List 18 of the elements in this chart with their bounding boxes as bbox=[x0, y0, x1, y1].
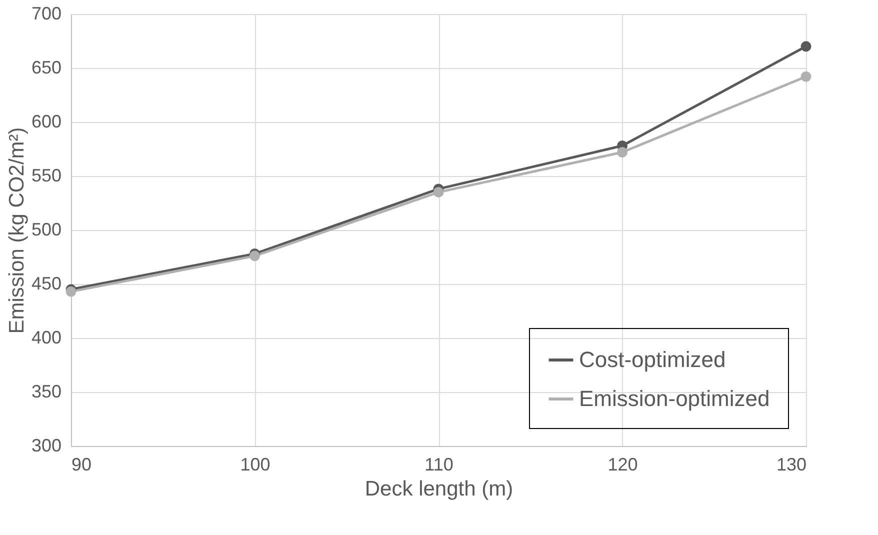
x-axis-title: Deck length (m) bbox=[364, 478, 514, 500]
y-tick-label: 650 bbox=[31, 58, 62, 78]
y-tick-label: 500 bbox=[31, 220, 62, 240]
y-tick-label: 600 bbox=[31, 112, 62, 132]
y-axis-title: Emission (kg CO2/m²) bbox=[5, 127, 28, 334]
y-tick-label: 550 bbox=[31, 166, 62, 186]
x-tick-label: 120 bbox=[608, 454, 638, 474]
x-tick-label: 110 bbox=[424, 454, 454, 474]
x-tick-label: 130 bbox=[776, 454, 806, 474]
y-tick-label: 350 bbox=[31, 382, 62, 402]
legend-label: Cost-optimized bbox=[579, 347, 726, 372]
y-tick-label: 300 bbox=[31, 436, 62, 456]
legend-label: Emission-optimized bbox=[579, 386, 770, 411]
y-tick-label: 400 bbox=[31, 328, 62, 348]
y-tick-label: 450 bbox=[31, 274, 62, 294]
y-tick-label: 700 bbox=[31, 4, 62, 24]
x-tick-label: 100 bbox=[240, 454, 270, 474]
x-tick-label: 90 bbox=[72, 454, 92, 474]
